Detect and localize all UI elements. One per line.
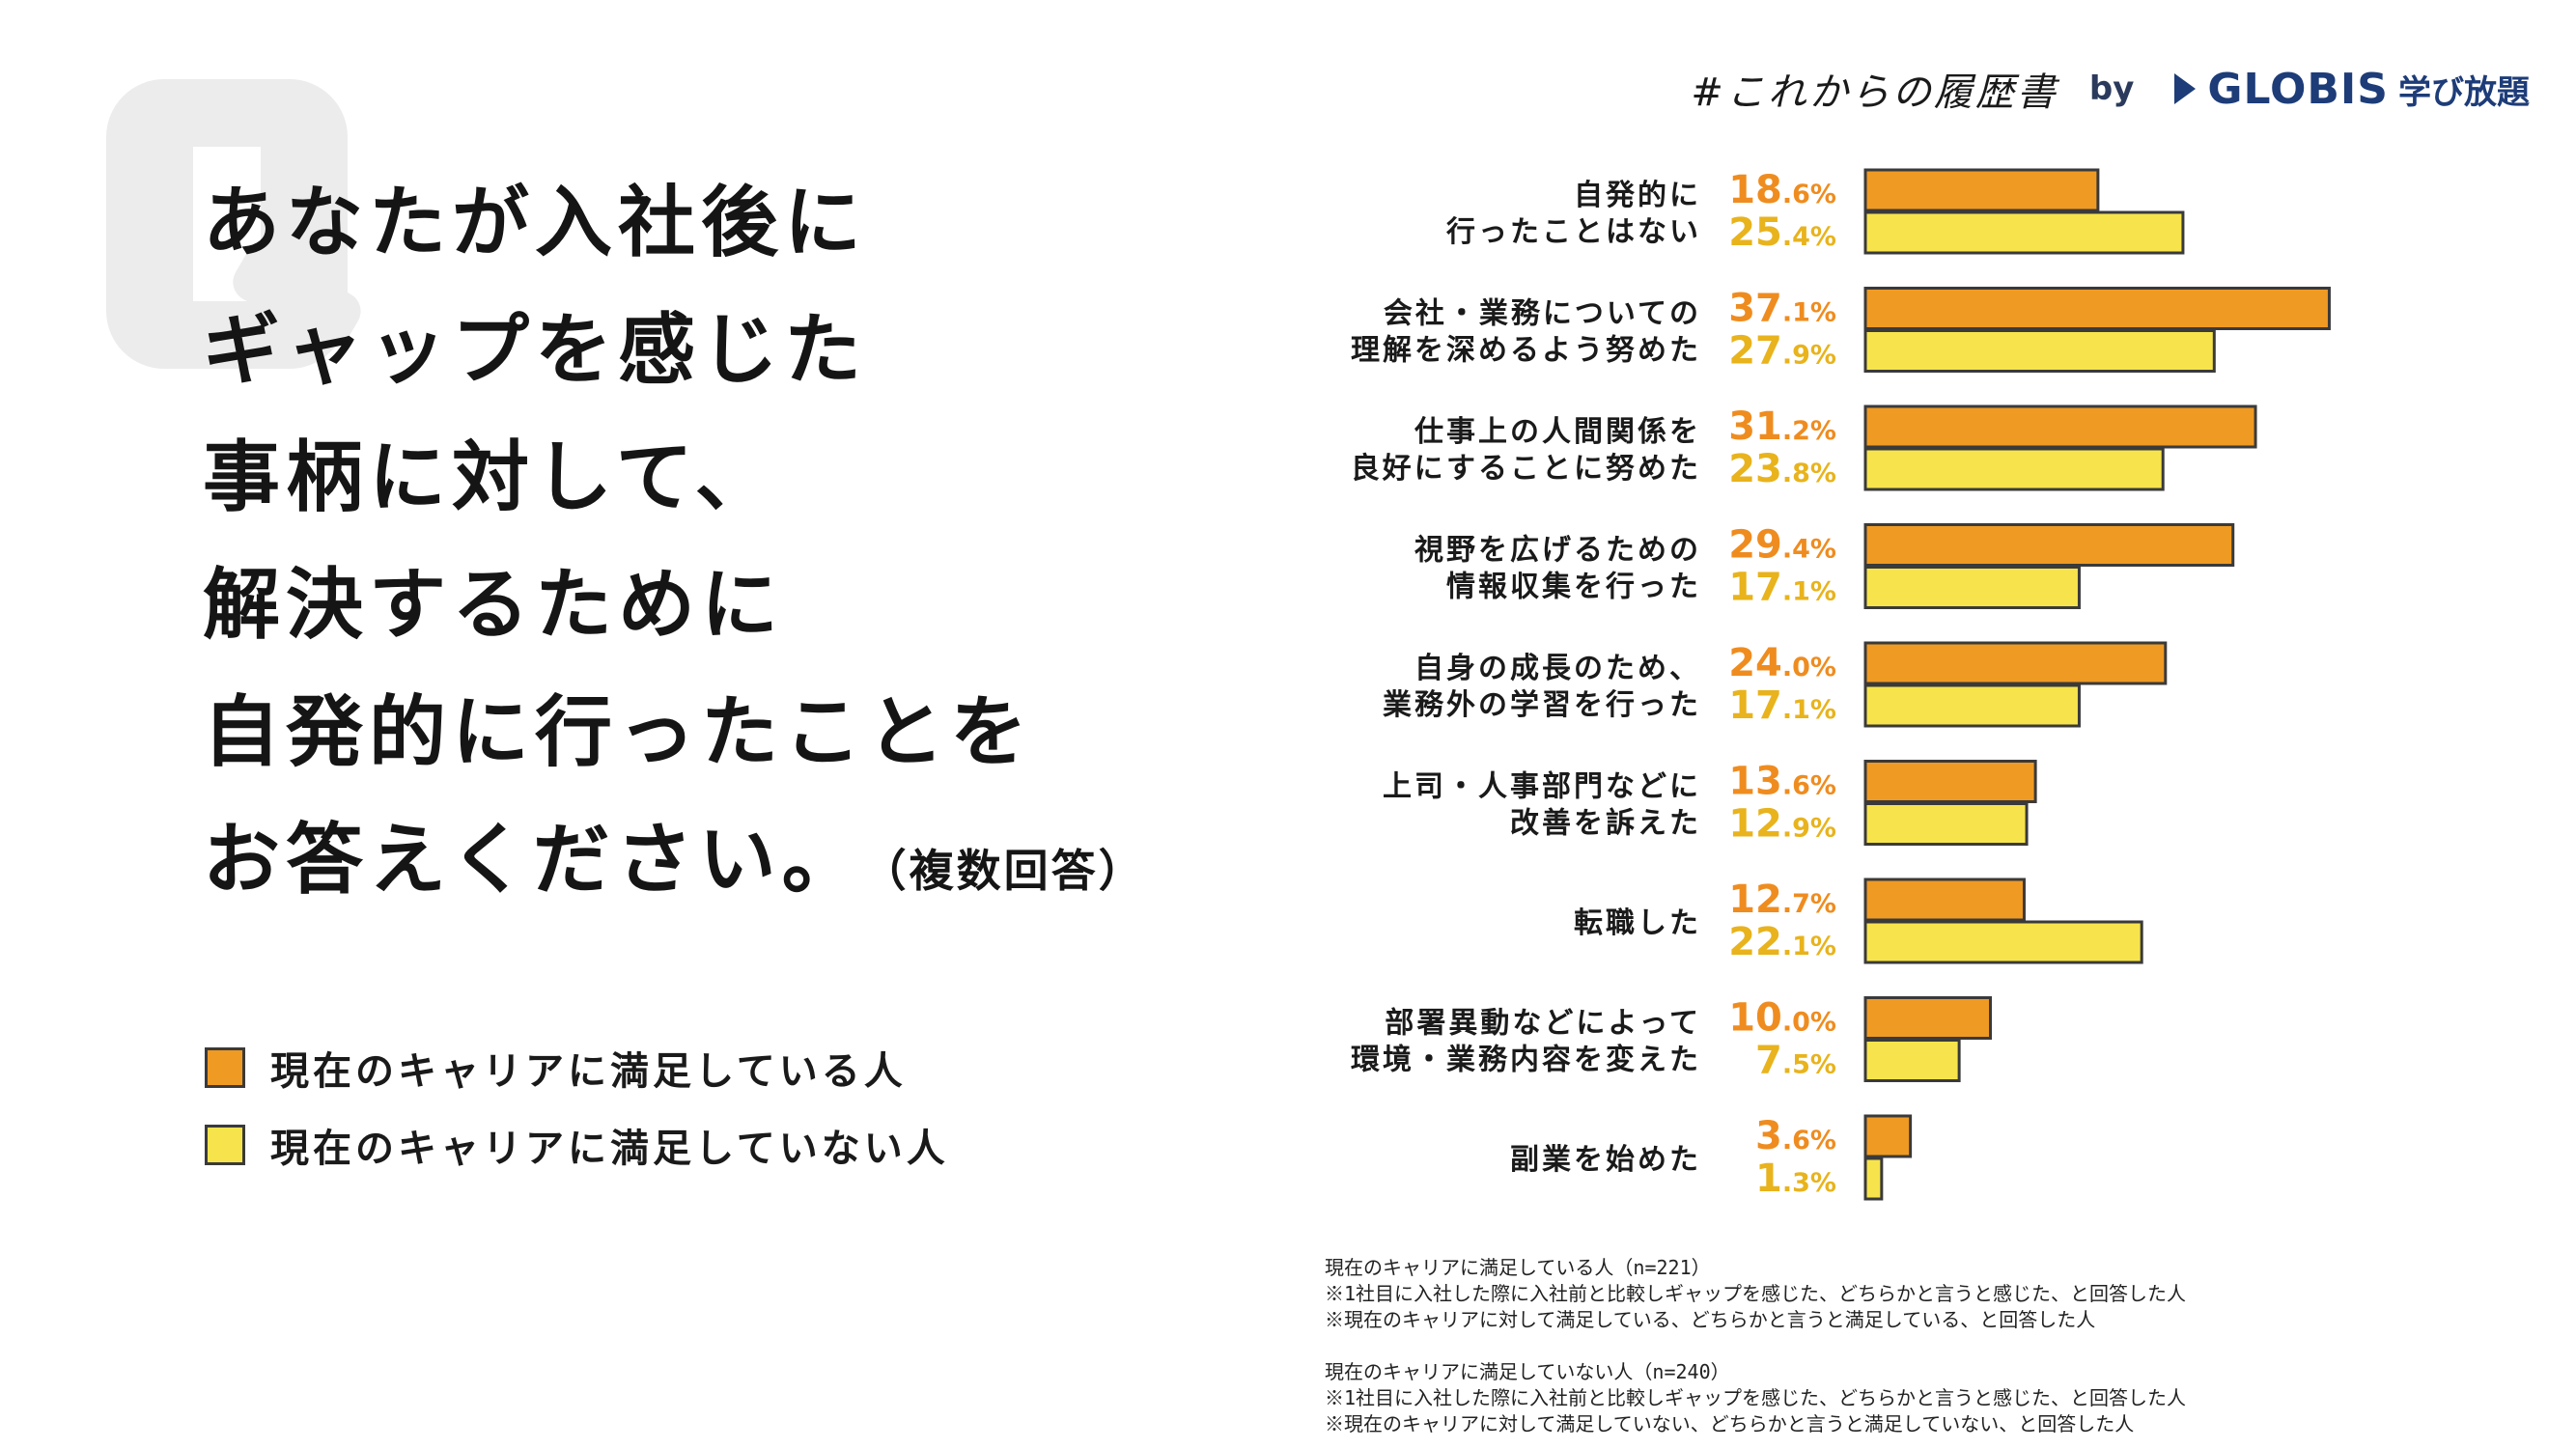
note-unsatisfied-2: ※現在のキャリアに対して満足していない、どちらかと言うと満足していない、と回答し… — [1325, 1412, 2135, 1435]
data-label: 17.1% — [1728, 683, 1836, 728]
brand-hashtag: #これからの履歴書 — [1691, 70, 2058, 115]
bar — [1863, 168, 2100, 212]
category-label: 仕事上の人間関係を — [1414, 415, 1701, 449]
brand-service: 学び放題 — [2398, 72, 2530, 112]
note-satisfied-n: 現在のキャリアに満足している人（n=221） — [1325, 1256, 1711, 1279]
question-line: 自発的に行ったことを — [203, 687, 1033, 777]
data-label: 31.2% — [1728, 404, 1836, 449]
category-label: 情報収集を行った — [1446, 571, 1701, 604]
data-label: 13.6% — [1728, 760, 1836, 804]
data-label: 27.9% — [1728, 329, 1836, 374]
bar — [1863, 802, 2029, 846]
category-label: 会社・業務についての — [1384, 297, 1701, 331]
bar — [1863, 920, 2143, 964]
question-note: （複数回答） — [883, 845, 1146, 897]
category-label: 良好にすることに努めた — [1351, 452, 1701, 486]
note-satisfied-2: ※現在のキャリアに対して満足している、どちらかと言うと満足している、と回答した人 — [1325, 1308, 2096, 1331]
category-label: 視野を広げるための — [1414, 534, 1701, 568]
brand-header: #これからの履歴書 by GLOBIS 学び放題 — [1691, 60, 2530, 118]
category-label: 改善を訴えた — [1510, 807, 1701, 841]
category-label: 自発的に — [1574, 179, 1701, 212]
category-label: 業務外の学習を行った — [1383, 688, 1701, 722]
bar — [1863, 447, 2165, 491]
category-label: 上司・人事部門などに — [1383, 770, 1701, 804]
question-line: あなたが入社後に — [203, 178, 867, 267]
bar — [1863, 760, 2037, 803]
question-line: ギャップを感じた — [203, 305, 867, 395]
bar — [1863, 1039, 1961, 1082]
data-label: 29.4% — [1728, 523, 1836, 568]
note-gap — [1325, 1333, 2186, 1359]
legend-swatch-unsatisfied — [205, 1125, 245, 1165]
bar — [1863, 210, 2185, 255]
footnotes: 現在のキャリアに満足している人（n=221） ※1社目に入社した際に入社前と比較… — [1325, 1255, 2186, 1437]
bar — [1863, 1114, 1913, 1158]
legend-item-satisfied: 現在のキャリアに満足している人 — [205, 1029, 949, 1106]
category-label: 部署異動などによって — [1385, 1007, 1701, 1041]
data-label: 18.6% — [1728, 168, 1836, 212]
chart-legend: 現在のキャリアに満足している人 現在のキャリアに満足していない人 — [205, 1029, 949, 1184]
data-label: 37.1% — [1728, 287, 1836, 331]
bar — [1863, 1156, 1884, 1201]
data-label: 22.1% — [1728, 920, 1836, 964]
note-unsatisfied-n: 現在のキャリアに満足していない人（n=240） — [1325, 1360, 1730, 1383]
bar — [1863, 566, 2081, 609]
category-label: 自身の成長のため、 — [1414, 652, 1701, 685]
bar — [1863, 404, 2257, 449]
category-label: 副業を始めた — [1510, 1143, 1701, 1177]
brand-by: by — [2088, 70, 2135, 108]
play-logo-icon — [2174, 73, 2197, 104]
data-label: 12.9% — [1728, 802, 1836, 847]
bar — [1863, 523, 2235, 567]
data-label: 24.0% — [1728, 641, 1836, 685]
data-label: 12.7% — [1728, 878, 1836, 922]
data-label: 10.0% — [1728, 996, 1836, 1041]
bar — [1863, 996, 1992, 1040]
data-label: 23.8% — [1728, 447, 1836, 491]
question-line: 解決するために — [203, 560, 784, 650]
note-unsatisfied-1: ※1社目に入社した際に入社前と比較しギャップを感じた、どちらかと言うと感じた、と… — [1325, 1386, 2187, 1409]
category-label: 理解を深めるよう努めた — [1351, 334, 1701, 368]
data-label: 1.3% — [1755, 1156, 1836, 1201]
bar — [1863, 287, 2331, 330]
data-label: 17.1% — [1728, 566, 1836, 610]
bar — [1863, 878, 2026, 922]
data-label: 7.5% — [1755, 1039, 1836, 1083]
brand-logo: GLOBIS — [2207, 64, 2389, 114]
q-mark-icon — [106, 79, 361, 369]
question-line: 事柄に対して、 — [203, 432, 778, 522]
legend-swatch-satisfied — [205, 1047, 245, 1088]
category-label: 転職した — [1574, 906, 1701, 940]
category-label: 環境・業務内容を変えた — [1351, 1044, 1701, 1077]
note-satisfied-1: ※1社目に入社した際に入社前と比較しギャップを感じた、どちらかと言うと感じた、と… — [1325, 1282, 2187, 1305]
legend-label-unsatisfied: 現在のキャリアに満足していない人 — [270, 1127, 949, 1171]
question-text: あなたが入社後に ギャップを感じた 事柄に対して、 解決するために 自発的に行っ… — [203, 159, 1265, 934]
bar — [1863, 329, 2216, 373]
bar — [1863, 683, 2081, 728]
category-label: 行ったことはない — [1445, 215, 1701, 249]
legend-item-unsatisfied: 現在のキャリアに満足していない人 — [205, 1106, 949, 1184]
question-line-text: お答えください。 — [203, 815, 865, 905]
bar — [1863, 641, 2168, 685]
data-label: 25.4% — [1728, 210, 1836, 255]
data-label: 3.6% — [1755, 1114, 1836, 1158]
question-line-last: お答えください。 （複数回答） — [203, 796, 1265, 934]
legend-label-satisfied: 現在のキャリアに満足している人 — [270, 1049, 907, 1094]
